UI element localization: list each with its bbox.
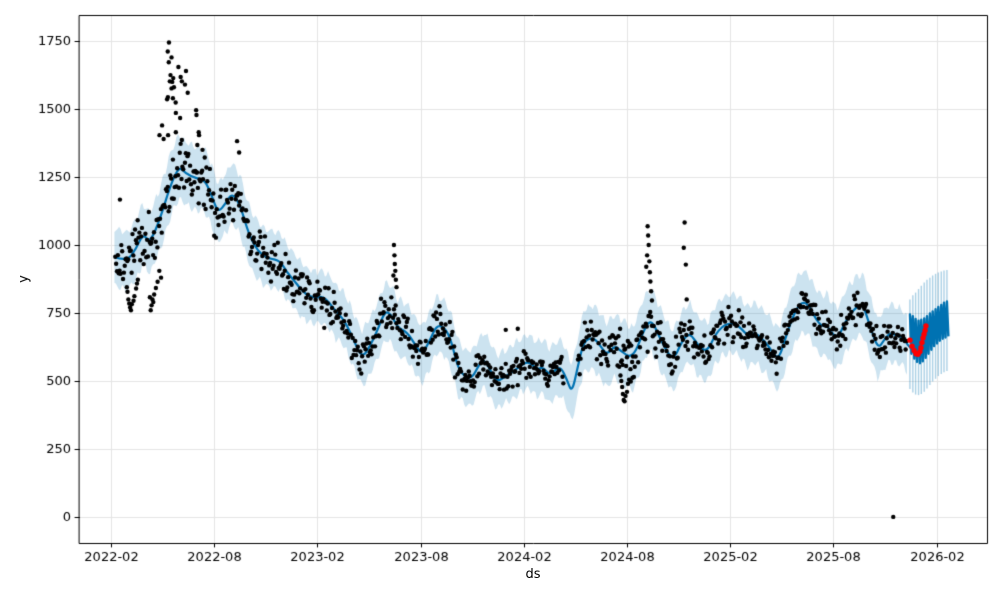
y-axis-label: y (16, 275, 32, 283)
x-axis-label: ds (525, 567, 541, 582)
